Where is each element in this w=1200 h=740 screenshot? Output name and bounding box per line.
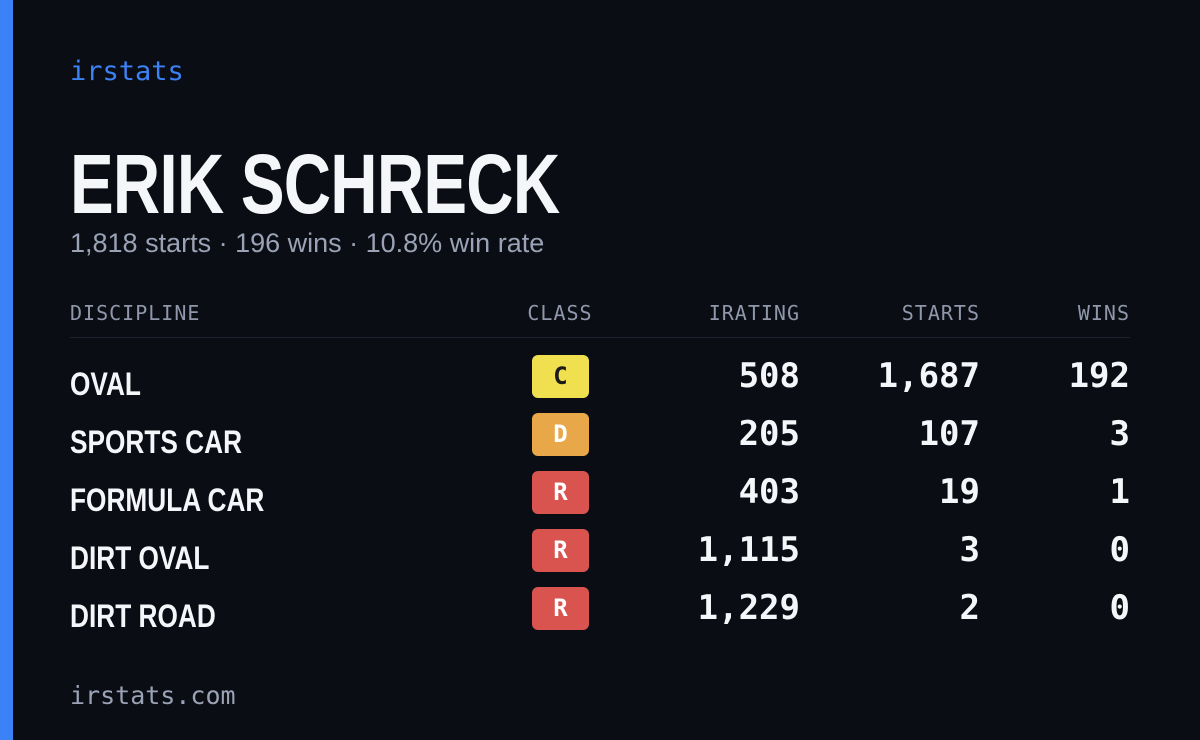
discipline: OVAL [70, 366, 141, 402]
discipline: DIRT ROAD [70, 598, 216, 634]
brand: irstats [70, 56, 184, 87]
starts: 3 [959, 530, 980, 570]
column-header: WINS [1077, 301, 1130, 325]
starts: 19 [939, 472, 980, 512]
column-header: DISCIPLINE [70, 301, 201, 325]
footer: irstats.com [70, 681, 236, 710]
discipline: FORMULA CAR [70, 482, 265, 518]
driver-name: ERIK SCHRECK [70, 137, 560, 231]
class-badge: R [532, 529, 589, 572]
irating: 1,229 [697, 588, 800, 628]
starts: 107 [918, 414, 980, 454]
wins: 0 [1109, 588, 1130, 628]
wins: 192 [1068, 356, 1130, 396]
irating: 403 [738, 472, 800, 512]
wins: 0 [1109, 530, 1130, 570]
discipline: DIRT OVAL [70, 540, 210, 576]
accent-bar [0, 0, 13, 740]
irating: 1,115 [697, 530, 800, 570]
wins: 1 [1109, 472, 1130, 512]
irating: 205 [738, 414, 800, 454]
starts: 2 [959, 588, 980, 628]
header-rule [70, 337, 1130, 338]
summary: 1,818 starts · 196 wins · 10.8% win rate [70, 228, 545, 258]
wins: 3 [1109, 414, 1130, 454]
class-badge: R [532, 587, 589, 630]
class-badge: D [532, 413, 589, 456]
discipline: SPORTS CAR [70, 424, 243, 460]
class-badge: C [532, 355, 589, 398]
column-header: STARTS [901, 301, 980, 325]
column-header: IRATING [708, 301, 800, 325]
class-badge: R [532, 471, 589, 514]
irating: 508 [738, 356, 800, 396]
column-header: CLASS [527, 301, 593, 325]
starts: 1,687 [877, 356, 980, 396]
